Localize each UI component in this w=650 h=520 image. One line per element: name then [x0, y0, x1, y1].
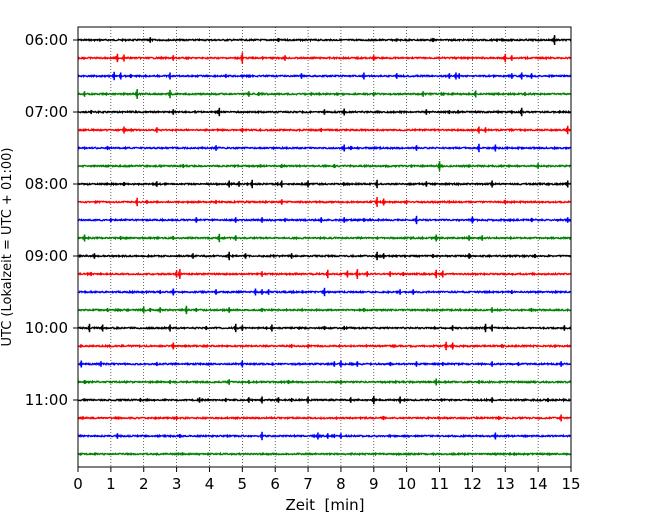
trace-baseline — [77, 361, 572, 367]
trace-10:30 — [77, 360, 572, 368]
x-tick-label-15: 15 — [561, 475, 580, 493]
x-tick-label-14: 14 — [529, 475, 548, 493]
x-tick-label-10: 10 — [397, 475, 416, 493]
trace-baseline — [77, 433, 572, 439]
trace-09:15 — [77, 269, 572, 279]
trace-baseline — [77, 253, 572, 259]
trace-baseline — [77, 451, 572, 457]
trace-11:15 — [77, 414, 572, 422]
trace-07:00 — [77, 107, 572, 117]
trace-baseline — [77, 37, 572, 43]
trace-baseline — [77, 55, 572, 61]
x-tick-label-13: 13 — [496, 475, 515, 493]
x-tick-label-3: 3 — [172, 475, 182, 493]
trace-baseline — [77, 199, 572, 205]
trace-08:15 — [77, 197, 572, 207]
y-axis-label: UTC (Lokalzeit = UTC + 01:00) — [0, 148, 15, 347]
trace-baseline — [77, 397, 572, 403]
trace-baseline — [77, 127, 572, 133]
trace-lines — [77, 35, 572, 457]
trace-10:00 — [77, 323, 572, 333]
x-tick-label-2: 2 — [139, 475, 149, 493]
trace-09:30 — [77, 287, 572, 297]
trace-09:00 — [77, 251, 572, 261]
x-tick-label-11: 11 — [430, 475, 449, 493]
trace-baseline — [77, 73, 572, 79]
trace-06:15 — [77, 52, 572, 64]
trace-08:45 — [77, 233, 572, 243]
grid-lines — [110, 27, 539, 467]
x-tick-label-7: 7 — [303, 475, 313, 493]
y-tick-label-3: 09:00 — [25, 247, 68, 265]
plot-frame — [77, 26, 572, 468]
trace-10:45 — [77, 378, 572, 386]
trace-09:45 — [77, 305, 572, 315]
y-axis: 06:00 07:00 08:00 09:00 10:00 11:00 — [25, 31, 78, 409]
trace-11:30 — [77, 431, 572, 441]
trace-08:00 — [77, 179, 572, 189]
trace-baseline — [77, 307, 572, 313]
y-tick-label-0: 06:00 — [25, 31, 68, 49]
trace-baseline — [77, 235, 572, 241]
trace-06:00 — [77, 35, 572, 45]
x-tick-label-4: 4 — [205, 475, 215, 493]
trace-11:00 — [77, 395, 572, 405]
trace-07:15 — [77, 125, 572, 135]
trace-baseline — [77, 379, 572, 385]
trace-baseline — [77, 91, 572, 97]
y-tick-label-5: 11:00 — [25, 391, 68, 409]
trace-baseline — [77, 181, 572, 187]
x-tick-label-0: 0 — [73, 475, 83, 493]
trace-baseline — [77, 163, 572, 169]
trace-07:45 — [77, 161, 572, 171]
trace-08:30 — [77, 215, 572, 225]
x-tick-label-9: 9 — [369, 475, 379, 493]
x-axis-label: Zeit [min] — [285, 496, 364, 514]
x-axis: 0 1 2 3 4 5 6 7 8 9 10 11 12 13 14 15 — [73, 467, 581, 493]
y-tick-label-4: 10:00 — [25, 319, 68, 337]
trace-11:45 — [77, 451, 572, 457]
trace-baseline — [77, 271, 572, 277]
y-tick-label-2: 08:00 — [25, 175, 68, 193]
trace-07:30 — [77, 143, 572, 153]
trace-baseline — [77, 145, 572, 151]
x-tick-label-8: 8 — [336, 475, 346, 493]
trace-10:15 — [77, 341, 572, 351]
trace-baseline — [77, 415, 572, 421]
x-tick-label-5: 5 — [238, 475, 248, 493]
x-tick-label-12: 12 — [463, 475, 482, 493]
y-tick-label-1: 07:00 — [25, 103, 68, 121]
trace-06:45 — [77, 89, 572, 99]
trace-baseline — [77, 217, 572, 223]
trace-06:30 — [77, 71, 572, 81]
x-tick-label-6: 6 — [270, 475, 280, 493]
x-tick-label-1: 1 — [106, 475, 116, 493]
trace-baseline — [77, 343, 572, 349]
